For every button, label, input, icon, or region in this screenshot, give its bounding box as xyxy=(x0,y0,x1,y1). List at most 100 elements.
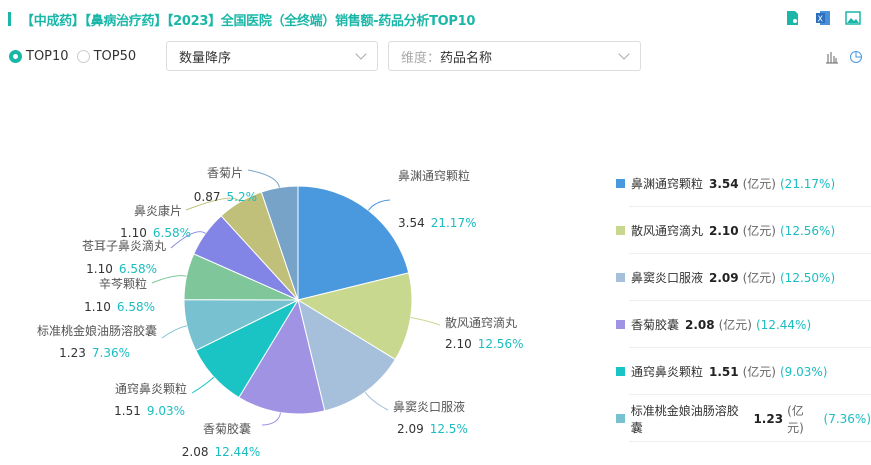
slice-label-name: 香菊片 xyxy=(207,166,243,180)
slice-value: 2.10 xyxy=(445,337,472,351)
slice-label-name: 鼻炎康片 xyxy=(134,203,182,218)
radio-top10[interactable]: TOP10 xyxy=(9,49,69,64)
excel-export-icon[interactable]: X xyxy=(815,10,831,26)
pie-chart-icon[interactable] xyxy=(849,49,863,68)
legend-divider xyxy=(629,253,871,254)
slice-label-value: 1.51 9.03% xyxy=(114,404,185,418)
export-toolbar: X xyxy=(785,10,861,26)
slice-percent: 5.2% xyxy=(227,190,258,204)
slice-percent: 9.03% xyxy=(147,404,185,418)
legend-divider xyxy=(629,206,871,207)
leader-line xyxy=(261,412,281,426)
slice-percent: 6.58% xyxy=(119,262,157,276)
leader-line xyxy=(185,197,241,211)
top-n-radio-group: TOP10 TOP50 xyxy=(9,49,144,64)
slice-label-name: 标准桃金娘油肠溶胶囊 xyxy=(37,323,157,338)
radio-top50[interactable]: TOP50 xyxy=(76,49,137,64)
legend-value: 3.54 xyxy=(709,176,739,191)
legend-item[interactable]: 鼻窦炎口服液 2.09 (亿元) (12.50%) xyxy=(612,254,871,301)
legend-unit: (亿元) xyxy=(718,318,752,332)
slice-percent: 7.36% xyxy=(92,346,130,360)
file-search-icon[interactable] xyxy=(785,10,801,26)
slice-label-value: 1.10 6.58% xyxy=(86,262,157,276)
leader-line xyxy=(367,199,391,211)
legend-unit: (亿元) xyxy=(742,271,776,285)
dimension-prefix: 维度： xyxy=(401,50,441,66)
slice-label-value: 1.10 6.58% xyxy=(84,300,155,314)
slice-percent: 12.56% xyxy=(478,337,524,351)
title-marker xyxy=(8,12,11,26)
slice-label-name: 苍耳子鼻炎滴丸 xyxy=(82,238,166,253)
slice-percent: 12.5% xyxy=(430,422,468,436)
bar-chart-icon[interactable] xyxy=(825,49,839,68)
slice-label-value: 0.87 5.2% xyxy=(194,190,257,204)
image-export-icon[interactable] xyxy=(845,10,861,26)
slice-value: 1.23 xyxy=(59,346,86,360)
slice-percent: 6.58% xyxy=(117,300,155,314)
slice-percent: 12.44% xyxy=(214,445,260,459)
legend-divider xyxy=(629,347,871,348)
slice-percent: 21.17% xyxy=(431,216,477,230)
slice-label-value: 2.10 12.56% xyxy=(445,337,523,351)
slice-value: 1.51 xyxy=(114,404,141,418)
legend-percent: (9.03%) xyxy=(780,364,828,379)
slice-value: 1.10 xyxy=(84,300,111,314)
legend-divider xyxy=(629,394,871,395)
legend-name: 散风通窍滴丸 xyxy=(631,224,704,238)
radio-dot[interactable] xyxy=(9,50,22,63)
legend-value: 1.23 xyxy=(753,411,784,426)
legend-name: 通窍鼻炎颗粒 xyxy=(631,365,704,379)
view-switcher xyxy=(825,49,863,68)
legend: 鼻渊通窍颗粒 3.54 (亿元) (21.17%) 散风通窍滴丸 2.10 (亿元) (12.… xyxy=(612,160,871,442)
legend-value: 2.08 xyxy=(685,317,715,332)
slice-value: 2.09 xyxy=(397,422,424,436)
legend-percent: (21.17%) xyxy=(780,176,836,191)
dimension-select[interactable]: 维度： 药品名称 xyxy=(388,41,641,71)
chevron-down-icon xyxy=(618,48,630,60)
slice-value: 2.08 xyxy=(182,445,209,459)
radio-dot[interactable] xyxy=(76,50,90,63)
legend-value: 2.09 xyxy=(709,270,739,285)
leader-line xyxy=(151,275,187,284)
svg-text:X: X xyxy=(818,15,824,24)
leader-line xyxy=(410,317,441,326)
slice-label-name: 鼻窦炎口服液 xyxy=(393,399,465,414)
legend-percent: (12.56%) xyxy=(780,223,836,238)
legend-swatch xyxy=(616,414,625,423)
legend-swatch xyxy=(616,273,625,282)
legend-swatch xyxy=(616,226,625,235)
legend-swatch xyxy=(616,367,625,376)
slice-label-value: 2.08 12.44% xyxy=(182,445,260,459)
pie-slice[interactable] xyxy=(296,272,413,361)
pie-slice[interactable] xyxy=(260,185,299,301)
slice-label-name: 散风通窍滴丸 xyxy=(445,315,517,330)
slice-label-value: 1.10 6.58% xyxy=(120,226,191,240)
legend-percent: (12.44%) xyxy=(756,317,812,332)
leader-line xyxy=(161,325,188,339)
legend-name: 标准桃金娘油肠溶胶囊 xyxy=(630,403,739,435)
slice-value: 3.54 xyxy=(398,216,425,230)
legend-item[interactable]: 鼻渊通窍颗粒 3.54 (亿元) (21.17%) xyxy=(612,160,871,207)
pie-slice[interactable] xyxy=(238,298,326,415)
legend-item[interactable]: 通窍鼻炎颗粒 1.51 (亿元) (9.03%) xyxy=(612,348,871,395)
legend-name: 香菊胶囊 xyxy=(631,318,680,332)
legend-value: 1.51 xyxy=(709,364,739,379)
slice-label-name: 香菊胶囊 xyxy=(203,421,251,436)
legend-value: 2.10 xyxy=(709,223,739,238)
pie-chart: 鼻渊通窍颗粒 3.54 21.17% 散风通窍滴丸 2.10 12.56% 鼻窦炎口服液 2.… xyxy=(37,166,524,459)
leader-line xyxy=(364,391,389,411)
slice-label-value: 3.54 21.17% xyxy=(398,216,476,230)
legend-divider xyxy=(629,300,871,301)
pie-slice[interactable] xyxy=(297,298,396,412)
legend-item[interactable]: 标准桃金娘油肠溶胶囊 1.23 (亿元) (7.36%) xyxy=(612,395,871,442)
sort-select[interactable]: 数量降序 xyxy=(166,41,378,71)
title-bar: 【中成药】【鼻病治疗药】【2023】全国医院（全终端）销售额-药品分析TOP10 xyxy=(8,10,475,29)
dimension-select-value: 药品名称 xyxy=(440,50,493,66)
radio-label: TOP10 xyxy=(26,49,69,64)
legend-item[interactable]: 散风通窍滴丸 2.10 (亿元) (12.56%) xyxy=(612,207,871,254)
slice-label-name: 通窍鼻炎颗粒 xyxy=(115,381,187,396)
legend-item[interactable]: 香菊胶囊 2.08 (亿元) (12.44%) xyxy=(612,301,871,348)
legend-name: 鼻渊通窍颗粒 xyxy=(631,177,704,191)
sort-select-value: 数量降序 xyxy=(179,50,232,66)
radio-label: TOP50 xyxy=(93,49,137,64)
